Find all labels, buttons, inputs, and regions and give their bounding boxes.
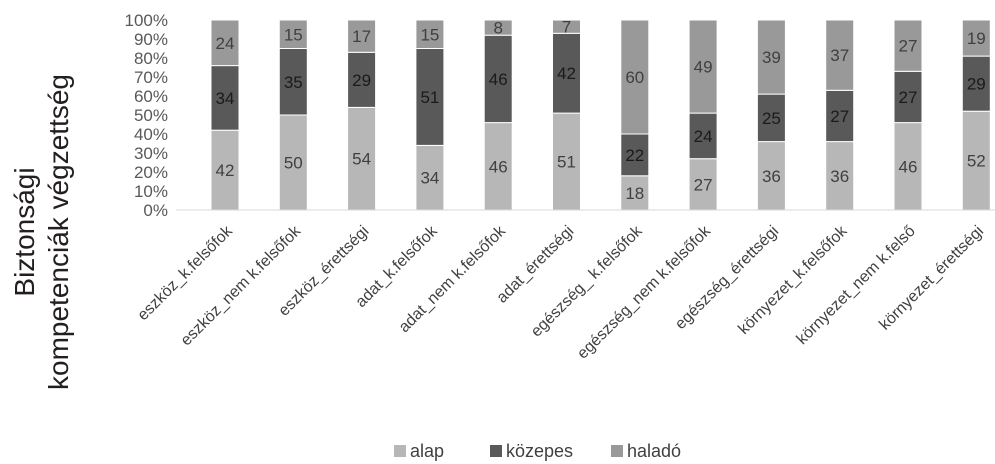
data-label: 51 — [420, 88, 439, 107]
data-label: 42 — [557, 64, 576, 83]
data-label: 52 — [967, 152, 986, 171]
y-tick-label: 30% — [134, 144, 168, 163]
y-tick-label: 60% — [134, 87, 168, 106]
bar-segment-haladó — [893, 19, 923, 72]
data-label: 46 — [899, 157, 918, 176]
data-label: 39 — [762, 48, 781, 67]
legend-swatch-alap — [394, 445, 406, 457]
data-label: 54 — [352, 150, 371, 169]
bars: 42 34 24 50 35 15 54 29 17 34 51 15 46 46 8 51 42 7 18 22 60… — [210, 18, 991, 211]
legend-swatch-haladó — [611, 445, 623, 457]
data-label: 34 — [420, 169, 439, 188]
legend-label-haladó: haladó — [627, 441, 681, 461]
x-category-label: eszköz_nem k.felsőfok — [178, 222, 305, 349]
bar-segment-alap — [210, 129, 240, 211]
y-axis-title: Biztonsági kompetenciák végzettség — [9, 74, 74, 390]
bar-segment-haladó — [961, 19, 991, 57]
data-label: 42 — [216, 161, 235, 180]
data-label: 46 — [489, 157, 508, 176]
x-category-label: környezet_nem k.felső — [794, 223, 919, 348]
data-label: 34 — [216, 89, 235, 108]
y-tick-label: 80% — [134, 49, 168, 68]
legend-label-közepes: közepes — [506, 441, 573, 461]
y-tick-label: 10% — [134, 182, 168, 201]
data-label: 27 — [830, 107, 849, 126]
data-label: 36 — [830, 167, 849, 186]
y-tick-label: 0% — [143, 201, 168, 220]
bar-segment-alap — [825, 141, 855, 211]
bar-segment-közepes — [688, 112, 718, 160]
data-label: 60 — [625, 68, 644, 87]
bar-segment-haladó — [278, 19, 308, 49]
data-label: 37 — [830, 46, 849, 65]
bar-segment-alap — [278, 114, 308, 211]
y-tick-label: 70% — [134, 68, 168, 87]
bar-segment-alap — [961, 110, 991, 211]
bar-segment-közepes — [210, 65, 240, 131]
x-category-label: egészség_ k.felsőfok — [528, 222, 646, 340]
bar-segment-haladó — [825, 19, 855, 91]
bar-segment-közepes — [415, 48, 445, 146]
y-tick-label: 100% — [125, 11, 168, 30]
data-label: 25 — [762, 109, 781, 128]
y-tick-label: 90% — [134, 30, 168, 49]
data-label: 24 — [694, 127, 713, 146]
data-label: 27 — [694, 175, 713, 194]
y-axis-title-line: Biztonsági — [9, 167, 40, 296]
bar-segment-haladó — [347, 19, 377, 53]
bar-segment-közepes — [893, 70, 923, 124]
data-label: 36 — [762, 167, 781, 186]
data-label: 27 — [899, 88, 918, 107]
data-label: 29 — [352, 71, 371, 90]
bar-segment-haladó — [756, 19, 786, 95]
bar-segment-haladó — [483, 19, 513, 36]
y-axis-title-text: Biztonsági kompetenciák végzettség — [9, 74, 74, 390]
data-label: 51 — [557, 153, 576, 172]
bar-segment-haladó — [620, 19, 650, 135]
data-label: 22 — [625, 146, 644, 165]
data-label: 24 — [216, 34, 235, 53]
bar-segment-közepes — [347, 51, 377, 108]
data-label: 46 — [489, 70, 508, 89]
y-tick-label: 40% — [134, 125, 168, 144]
data-label: 15 — [284, 25, 303, 44]
y-axis-title-line: kompetenciák végzettség — [43, 74, 74, 390]
y-tick-label: 50% — [134, 106, 168, 125]
bar-segment-haladó — [552, 19, 581, 34]
bar-segment-közepes — [278, 48, 308, 116]
legend-swatch-közepes — [490, 445, 502, 457]
y-axis-ticks: 0%10%20%30%40%50%60%70%80%90%100% — [125, 11, 168, 220]
data-label: 8 — [493, 19, 502, 38]
data-label: 35 — [284, 73, 303, 92]
y-tick-label: 20% — [134, 163, 168, 182]
x-category-label: egészség_nem k.felsőfok — [574, 222, 714, 362]
data-label: 27 — [899, 37, 918, 56]
data-label: 19 — [967, 29, 986, 48]
bar-segment-haladó — [210, 19, 240, 67]
data-label: 49 — [694, 58, 713, 77]
data-label: 50 — [284, 154, 303, 173]
legend: alap közepes haladó — [394, 441, 681, 461]
data-label: 29 — [967, 75, 986, 94]
bar-segment-alap — [552, 112, 581, 211]
legend-label-alap: alap — [410, 441, 444, 461]
bar-segment-alap — [756, 141, 786, 211]
data-label: 15 — [420, 25, 439, 44]
bar-segment-haladó — [688, 19, 718, 114]
data-label: 7 — [562, 18, 571, 37]
data-label: 17 — [352, 27, 371, 46]
bar-segment-alap — [415, 144, 445, 211]
bar-segment-közepes — [552, 32, 581, 114]
bar-segment-haladó — [415, 19, 445, 49]
data-label: 18 — [625, 184, 644, 203]
